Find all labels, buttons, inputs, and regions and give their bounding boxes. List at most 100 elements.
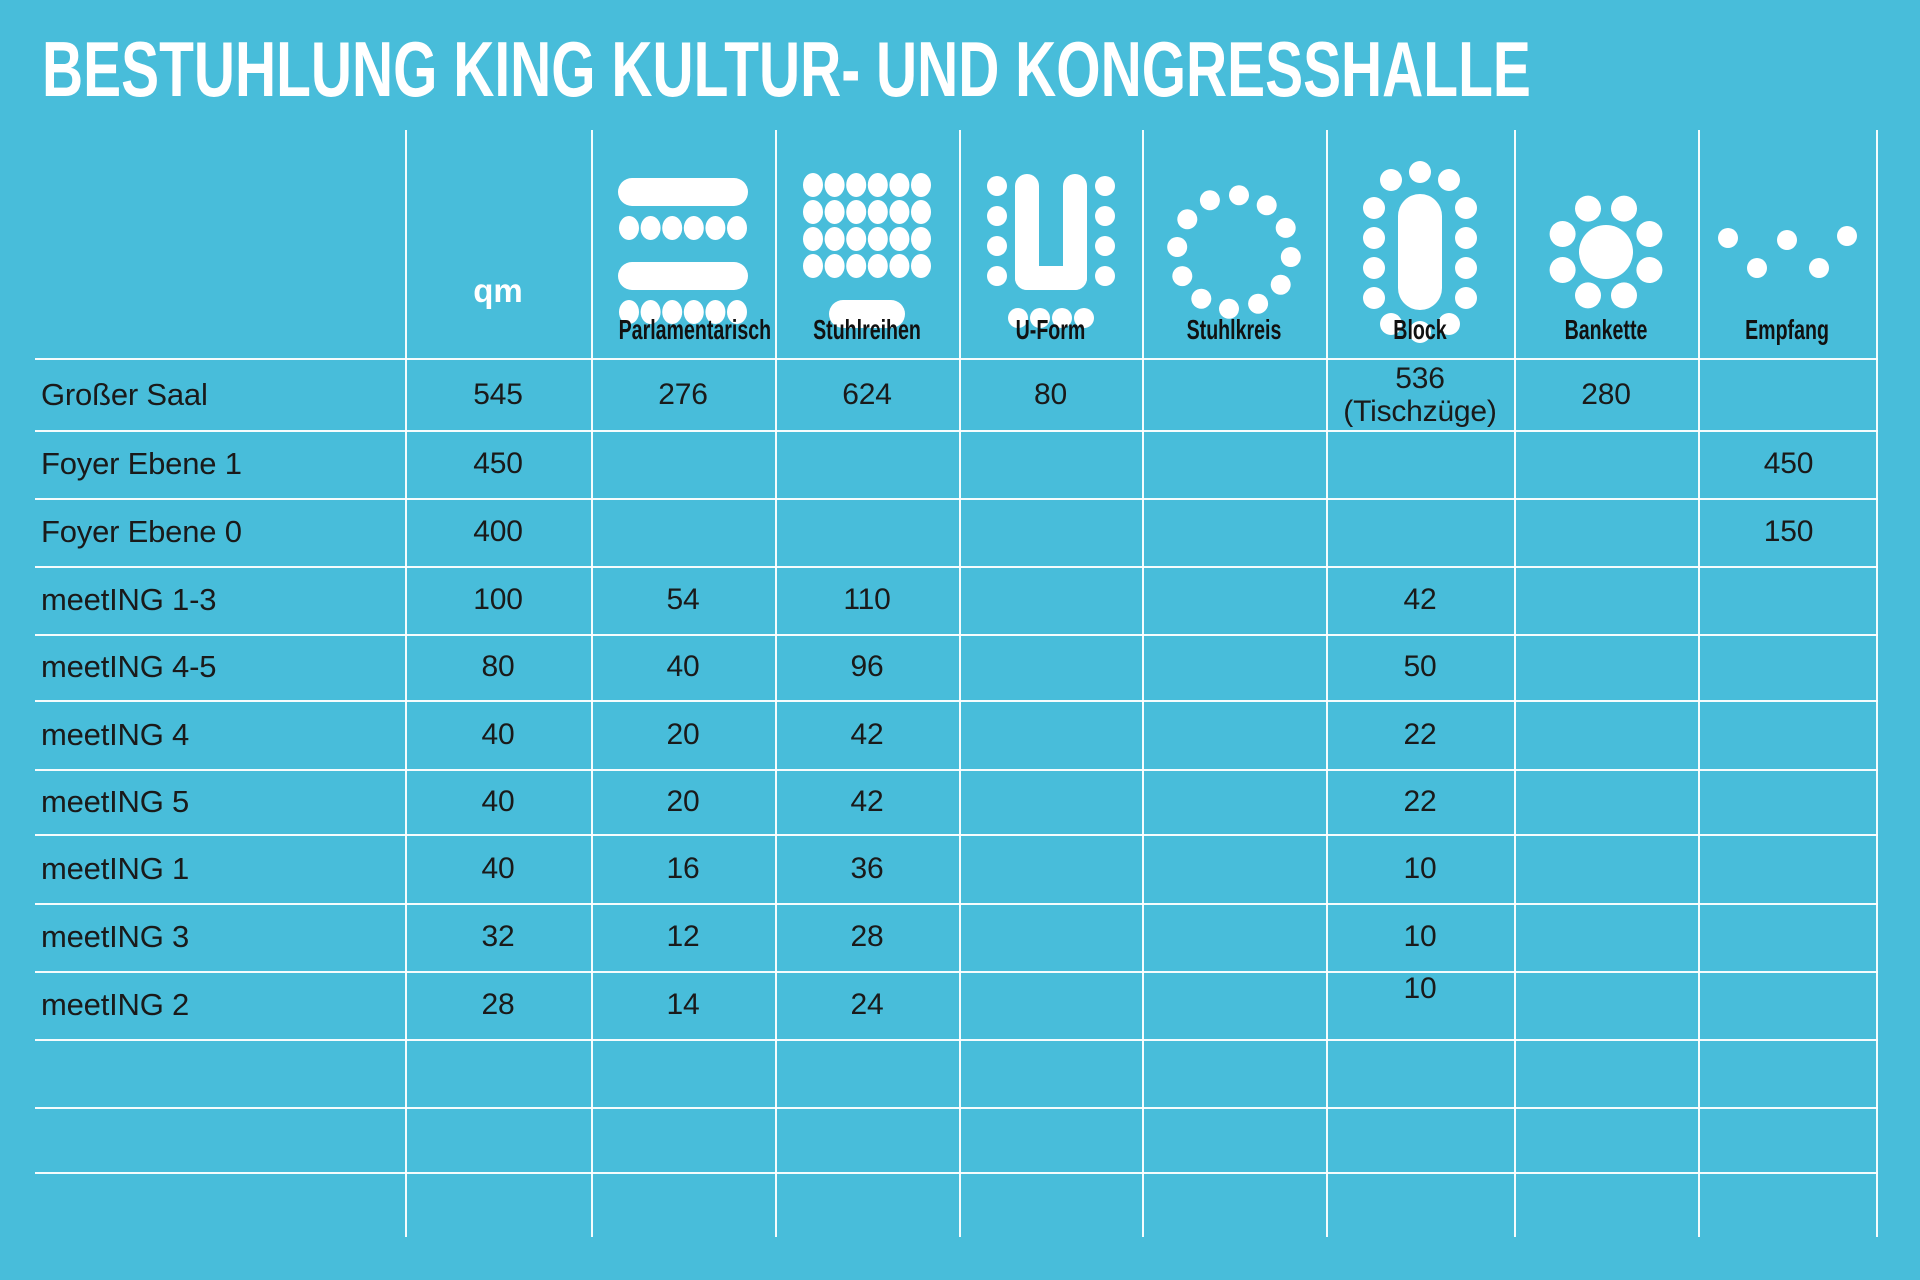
cell-empfang: [1698, 903, 1879, 971]
cell-u-form: 80: [1034, 378, 1067, 411]
block-note: (Tischzüge): [1343, 395, 1497, 428]
cell-block: [1326, 430, 1514, 498]
cell-u-form: [959, 498, 1142, 566]
cell-stuhlkreis: [1142, 903, 1326, 971]
cell-parlamentarisch: [591, 498, 775, 566]
cell-bankette: [1514, 834, 1698, 903]
cell-bankette: 280: [1581, 378, 1631, 411]
qm-label: qm: [473, 272, 523, 309]
cell-empfang: [1698, 634, 1879, 700]
stuhlkreis-icon: [1142, 166, 1326, 338]
cell-empfang: [1698, 834, 1879, 903]
cell-block: 536 (Tischzüge): [1326, 360, 1514, 430]
grid-vline: [1142, 130, 1144, 1237]
table-row: meetING 4-5 80 40 96 50: [0, 634, 1879, 700]
cell-stuhlkreis: [1142, 498, 1326, 566]
column-header-parlamentarisch: Parlamentarisch: [591, 130, 775, 358]
cell-bankette: [1514, 634, 1698, 700]
grid-hline: [35, 903, 1878, 905]
cell-stuhlkreis: [1142, 834, 1326, 903]
room-name: meetING 2: [41, 987, 190, 1022]
room-name: meetING 1: [41, 850, 190, 886]
cell-qm: 40: [481, 717, 515, 751]
column-header-label: Parlamentarisch: [618, 314, 772, 345]
cell-stuhlreihen: 110: [843, 583, 891, 616]
cell-stuhlreihen: 24: [850, 988, 884, 1021]
cell-stuhlkreis: [1142, 430, 1326, 498]
cell-stuhlreihen: 42: [850, 717, 884, 751]
column-header-label: Stuhlreihen: [813, 314, 921, 345]
grid-vline: [959, 130, 961, 1237]
table-row: Foyer Ebene 0 400 150: [0, 498, 1879, 566]
table-row-empty: [0, 1107, 1879, 1172]
table-row: meetING 3 32 12 28 10: [0, 903, 1879, 971]
cell-block: 22: [1403, 784, 1437, 818]
room-name: meetING 3: [41, 919, 190, 954]
room-name: Großer Saal: [41, 377, 208, 412]
cell-empfang: [1698, 566, 1879, 634]
cell-stuhlkreis: [1142, 971, 1326, 1039]
column-header-bankette: Bankette: [1514, 130, 1698, 358]
column-header-stuhlreihen: Stuhlreihen: [775, 130, 959, 358]
grid-hline: [35, 769, 1878, 771]
cell-block: 10: [1403, 920, 1437, 953]
grid-vline: [405, 130, 407, 1237]
room-name: Foyer Ebene 1: [41, 446, 242, 481]
grid-hline: [35, 1107, 1878, 1109]
cell-u-form: [959, 566, 1142, 634]
room-name: meetING 5: [41, 783, 190, 819]
u-form-icon: [959, 166, 1142, 338]
table-row-empty: [0, 1039, 1879, 1107]
column-header-stuhlkreis: Stuhlkreis: [1142, 130, 1326, 358]
grid-hline: [35, 498, 1878, 500]
room-name: meetING 4: [41, 716, 190, 752]
cell-bankette: [1514, 769, 1698, 834]
cell-qm: 545: [473, 378, 523, 411]
parlamentarisch-icon: [591, 166, 775, 338]
cell-empfang: 150: [1763, 515, 1814, 548]
cell-block: [1326, 498, 1514, 566]
column-header-block: Block: [1326, 130, 1514, 358]
cell-parlamentarisch: 12: [666, 920, 700, 953]
cell-parlamentarisch: 276: [658, 378, 708, 411]
table-row-empty: [0, 1172, 1879, 1236]
cell-block: 42: [1403, 583, 1437, 616]
cell-stuhlreihen: 624: [842, 378, 892, 411]
cell-block: 22: [1403, 717, 1437, 751]
grid-hline: [35, 358, 1878, 360]
cell-parlamentarisch: 16: [666, 851, 700, 885]
cell-stuhlreihen: 28: [850, 920, 884, 953]
cell-stuhlkreis: [1142, 566, 1326, 634]
grid-hline: [35, 700, 1878, 702]
stuhlreihen-icon: [775, 166, 959, 338]
cell-stuhlkreis: [1142, 360, 1326, 430]
table-row: Großer Saal 545 276 624 80 536 (Tischzüg…: [0, 360, 1879, 430]
column-header-qm: qm: [405, 130, 591, 358]
cell-stuhlreihen: 96: [850, 650, 884, 683]
cell-empfang: [1698, 971, 1879, 1039]
cell-parlamentarisch: 20: [666, 717, 700, 751]
grid-vline: [1876, 130, 1878, 1237]
column-header-empfang: Empfang: [1698, 130, 1876, 358]
cell-u-form: [959, 903, 1142, 971]
room-name: Foyer Ebene 0: [41, 514, 242, 549]
cell-u-form: [959, 769, 1142, 834]
cell-bankette: [1514, 498, 1698, 566]
cell-qm: 40: [481, 851, 515, 885]
cell-u-form: [959, 971, 1142, 1039]
column-header-u-form: U-Form: [959, 130, 1142, 358]
cell-bankette: [1514, 903, 1698, 971]
cell-bankette: [1514, 566, 1698, 634]
grid-hline: [35, 834, 1878, 836]
grid-hline: [35, 566, 1878, 568]
cell-stuhlkreis: [1142, 769, 1326, 834]
cell-block: 10: [1403, 972, 1437, 1005]
grid-vline: [1514, 130, 1516, 1237]
cell-qm: 400: [473, 515, 523, 548]
cell-bankette: [1514, 430, 1698, 498]
cell-stuhlkreis: [1142, 634, 1326, 700]
grid-hline: [35, 1039, 1878, 1041]
grid-hline: [35, 971, 1878, 973]
cell-stuhlkreis: [1142, 700, 1326, 769]
